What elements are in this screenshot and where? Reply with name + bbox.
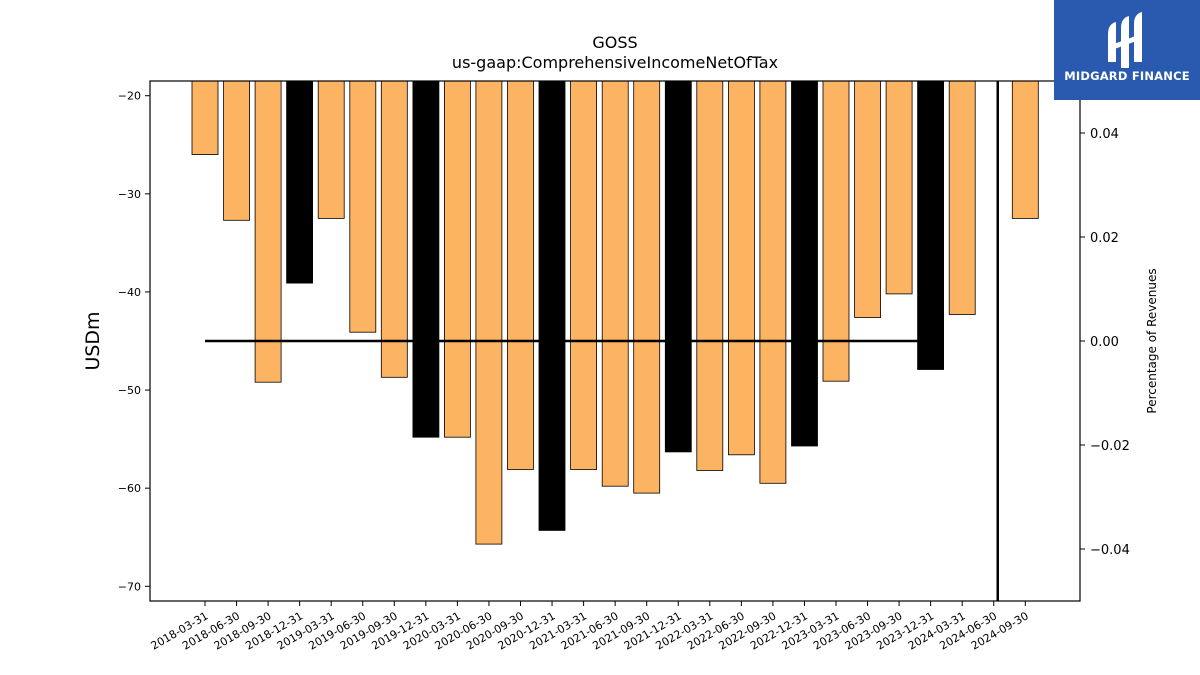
bar-2024-03-31 xyxy=(948,80,976,315)
bar-2023-09-30 xyxy=(885,80,913,295)
right-tick-label: −0.02 xyxy=(1090,439,1130,454)
left-axis-ticks: −20 −30 −40 −50 −60 −70 xyxy=(118,90,150,593)
bar-2021-06-30 xyxy=(601,80,629,487)
logo-mark-icon xyxy=(1108,12,1142,68)
right-axis-ticks: 0.04 0.02 0.00 −0.02 −0.04 xyxy=(1080,127,1130,558)
chart-title: GOSS xyxy=(592,33,637,52)
y-tick-label: −50 xyxy=(118,384,141,397)
y-tick-label: −20 xyxy=(118,90,141,103)
bar-2019-12-31 xyxy=(412,80,440,438)
bar-2018-12-31 xyxy=(286,80,314,284)
chart-subtitle: us-gaap:ComprehensiveIncomeNetOfTax xyxy=(452,53,778,72)
y-tick-label: −30 xyxy=(118,188,141,201)
y-axis-label: USDm xyxy=(82,311,104,370)
lines-group xyxy=(205,81,999,601)
bar-2021-03-31 xyxy=(570,80,597,470)
y-tick-label: −60 xyxy=(118,482,141,495)
bar-2019-09-30 xyxy=(380,80,408,378)
bar-2020-09-30 xyxy=(507,80,534,470)
bar-2018-06-30 xyxy=(223,80,251,221)
y-axis-label-right: Percentage of Revenues xyxy=(1145,268,1159,413)
bar-2022-12-31 xyxy=(791,80,818,447)
bar-2023-03-31 xyxy=(822,80,850,382)
bar-2019-06-30 xyxy=(349,80,377,333)
bar-2019-03-31 xyxy=(317,80,345,219)
right-tick-label: 0.02 xyxy=(1090,231,1119,246)
right-tick-label: −0.04 xyxy=(1090,543,1130,558)
logo-text: MIDGARD FINANCE xyxy=(1064,69,1190,83)
bars-group xyxy=(191,80,1039,545)
bar-2018-03-31 xyxy=(191,80,219,155)
bar-2022-09-30 xyxy=(759,80,787,484)
bar-2020-12-31 xyxy=(538,80,566,531)
y-tick-label: −70 xyxy=(118,580,141,593)
bar-2023-06-30 xyxy=(854,80,881,318)
bar-2018-09-30 xyxy=(254,80,282,383)
midgard-finance-logo: MIDGARD FINANCE xyxy=(1054,0,1200,100)
bar-2020-06-30 xyxy=(475,80,503,545)
bar-2020-03-31 xyxy=(443,80,471,438)
x-axis-ticks: 2018-03-312018-06-302018-09-302018-12-31… xyxy=(149,601,1031,653)
bar-2021-12-31 xyxy=(664,80,692,453)
bar-2021-09-30 xyxy=(633,80,661,494)
right-tick-label: 0.04 xyxy=(1090,127,1119,142)
y-tick-label: −40 xyxy=(118,286,141,299)
bar-2024-09-30 xyxy=(1011,80,1039,219)
revenue-pct-line xyxy=(205,81,932,343)
bar-2022-06-30 xyxy=(728,80,755,456)
bar-2022-03-31 xyxy=(696,80,724,471)
right-tick-label: 0.00 xyxy=(1090,335,1119,350)
